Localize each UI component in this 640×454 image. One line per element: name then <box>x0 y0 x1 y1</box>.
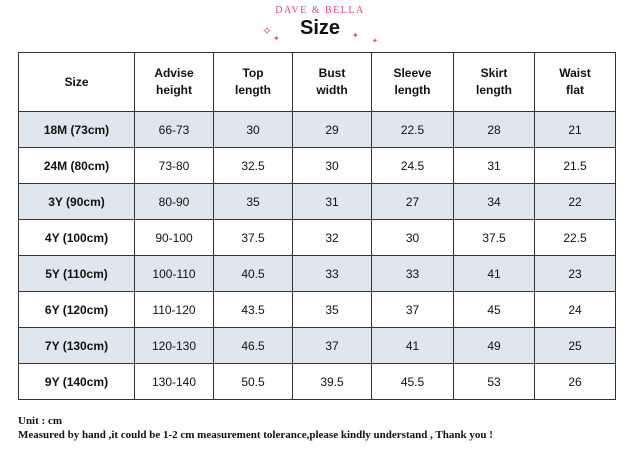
table-cell: 37.5 <box>213 219 293 256</box>
table-cell: 41 <box>371 327 454 364</box>
table-body: 18M (73cm) 66-73 30 29 22.5 28 21 24M (80cm) 73-… <box>18 111 616 400</box>
table-row: 6Y (120cm) 110-120 43.5 35 37 45 24 <box>18 291 616 328</box>
table-cell: 35 <box>213 183 293 220</box>
table-cell: 45.5 <box>371 363 454 400</box>
table-cell: 21.5 <box>534 147 616 184</box>
size-cell: 3Y (90cm) <box>18 183 135 220</box>
table-cell: 32 <box>292 219 372 256</box>
size-cell: 7Y (130cm) <box>18 327 135 364</box>
column-header: Advise height <box>134 52 214 112</box>
table-cell: 110-120 <box>134 291 214 328</box>
table-cell: 29 <box>292 111 372 148</box>
size-cell: 9Y (140cm) <box>18 363 135 400</box>
size-chart-table: Size Advise height Top length Bust width Sl… <box>18 52 616 400</box>
brand-logo-text: DAVE & BELLA <box>275 5 365 16</box>
table-cell: 37 <box>371 291 454 328</box>
table-cell: 33 <box>371 255 454 292</box>
table-cell: 90-100 <box>134 219 214 256</box>
table-row: 3Y (90cm) 80-90 35 31 27 34 22 <box>18 183 616 220</box>
table-cell: 24 <box>534 291 616 328</box>
table-cell: 66-73 <box>134 111 214 148</box>
table-cell: 31 <box>292 183 372 220</box>
table-row: 4Y (100cm) 90-100 37.5 32 30 37.5 22.5 <box>18 219 616 256</box>
size-cell: 5Y (110cm) <box>18 255 135 292</box>
column-header: Bust width <box>292 52 372 112</box>
table-row: 5Y (110cm) 100-110 40.5 33 33 41 23 <box>18 255 616 292</box>
column-header: Waist flat <box>534 52 616 112</box>
table-cell: 43.5 <box>213 291 293 328</box>
table-cell: 80-90 <box>134 183 214 220</box>
table-row: 9Y (140cm) 130-140 50.5 39.5 45.5 53 26 <box>18 363 616 400</box>
table-cell: 100-110 <box>134 255 214 292</box>
column-header: Sleeve length <box>371 52 454 112</box>
sparkle-icon: ✦ <box>273 34 280 43</box>
table-cell: 39.5 <box>292 363 372 400</box>
table-cell: 22 <box>534 183 616 220</box>
table-cell: 26 <box>534 363 616 400</box>
table-cell: 41 <box>453 255 535 292</box>
table-cell: 73-80 <box>134 147 214 184</box>
table-cell: 28 <box>453 111 535 148</box>
table-cell: 23 <box>534 255 616 292</box>
table-cell: 34 <box>453 183 535 220</box>
size-cell: 4Y (100cm) <box>18 219 135 256</box>
size-cell: 18M (73cm) <box>18 111 135 148</box>
table-row: 7Y (130cm) 120-130 46.5 37 41 49 25 <box>18 327 616 364</box>
table-cell: 25 <box>534 327 616 364</box>
column-header: Size <box>18 52 135 112</box>
table-cell: 120-130 <box>134 327 214 364</box>
table-cell: 46.5 <box>213 327 293 364</box>
table-header-row: Size Advise height Top length Bust width Sl… <box>18 52 616 112</box>
column-header: Skirt length <box>453 52 535 112</box>
sparkle-icon: ✦ <box>372 38 378 45</box>
table-cell: 37.5 <box>453 219 535 256</box>
table-cell: 22.5 <box>534 219 616 256</box>
table-cell: 30 <box>213 111 293 148</box>
page-header: DAVE & BELLA ✧ ✦ ✦ ✦ Size <box>0 0 640 50</box>
table-cell: 21 <box>534 111 616 148</box>
table-cell: 31 <box>453 147 535 184</box>
size-cell: 6Y (120cm) <box>18 291 135 328</box>
table-cell: 33 <box>292 255 372 292</box>
table-row: 24M (80cm) 73-80 32.5 30 24.5 31 21.5 <box>18 147 616 184</box>
table-cell: 37 <box>292 327 372 364</box>
table-cell: 130-140 <box>134 363 214 400</box>
page-title: Size <box>299 17 341 39</box>
tolerance-note: Measured by hand ,it could be 1-2 cm mea… <box>18 429 493 441</box>
table-cell: 50.5 <box>213 363 293 400</box>
unit-note: Unit : cm <box>18 415 62 427</box>
table-cell: 40.5 <box>213 255 293 292</box>
table-cell: 22.5 <box>371 111 454 148</box>
sparkle-icon: ✧ <box>262 24 273 38</box>
table-cell: 53 <box>453 363 535 400</box>
column-header: Top length <box>213 52 293 112</box>
footer-notes: Unit : cm Measured by hand ,it could be … <box>18 414 493 442</box>
table-row: 18M (73cm) 66-73 30 29 22.5 28 21 <box>18 111 616 148</box>
table-cell: 35 <box>292 291 372 328</box>
table-cell: 24.5 <box>371 147 454 184</box>
sparkle-icon: ✦ <box>352 31 359 40</box>
size-cell: 24M (80cm) <box>18 147 135 184</box>
table-cell: 30 <box>292 147 372 184</box>
table-cell: 32.5 <box>213 147 293 184</box>
table-cell: 30 <box>371 219 454 256</box>
table-cell: 45 <box>453 291 535 328</box>
table-cell: 49 <box>453 327 535 364</box>
table-cell: 27 <box>371 183 454 220</box>
